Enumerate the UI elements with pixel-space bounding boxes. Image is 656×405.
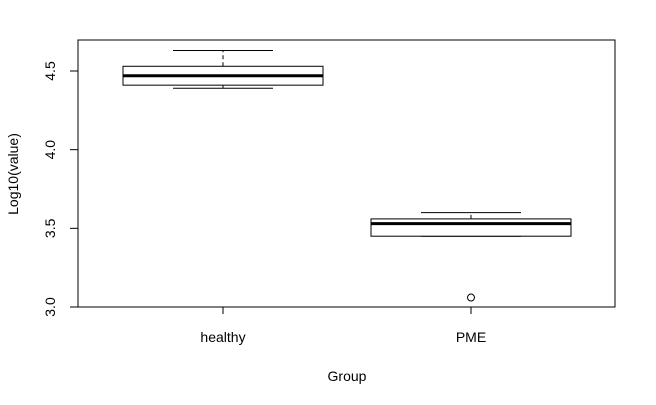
box-healthy (122, 50, 324, 89)
x-tick-label: healthy (200, 329, 245, 345)
boxes (122, 50, 572, 302)
iqr-box (370, 218, 572, 237)
x-tick-label: PME (456, 329, 486, 345)
y-axis: 3.0 3.5 4.0 4.5 (42, 61, 79, 317)
y-axis-title: Log10(value) (5, 133, 21, 215)
x-axis-title: Group (328, 368, 367, 384)
y-tick-label: 3.5 (42, 218, 58, 238)
x-axis: healthy PME (200, 306, 486, 345)
y-tick-label: 4.5 (42, 61, 58, 81)
y-tick-label: 3.0 (42, 297, 58, 317)
y-tick-label: 4.0 (42, 140, 58, 160)
box-pme (370, 212, 572, 302)
outlier-point (467, 293, 475, 302)
